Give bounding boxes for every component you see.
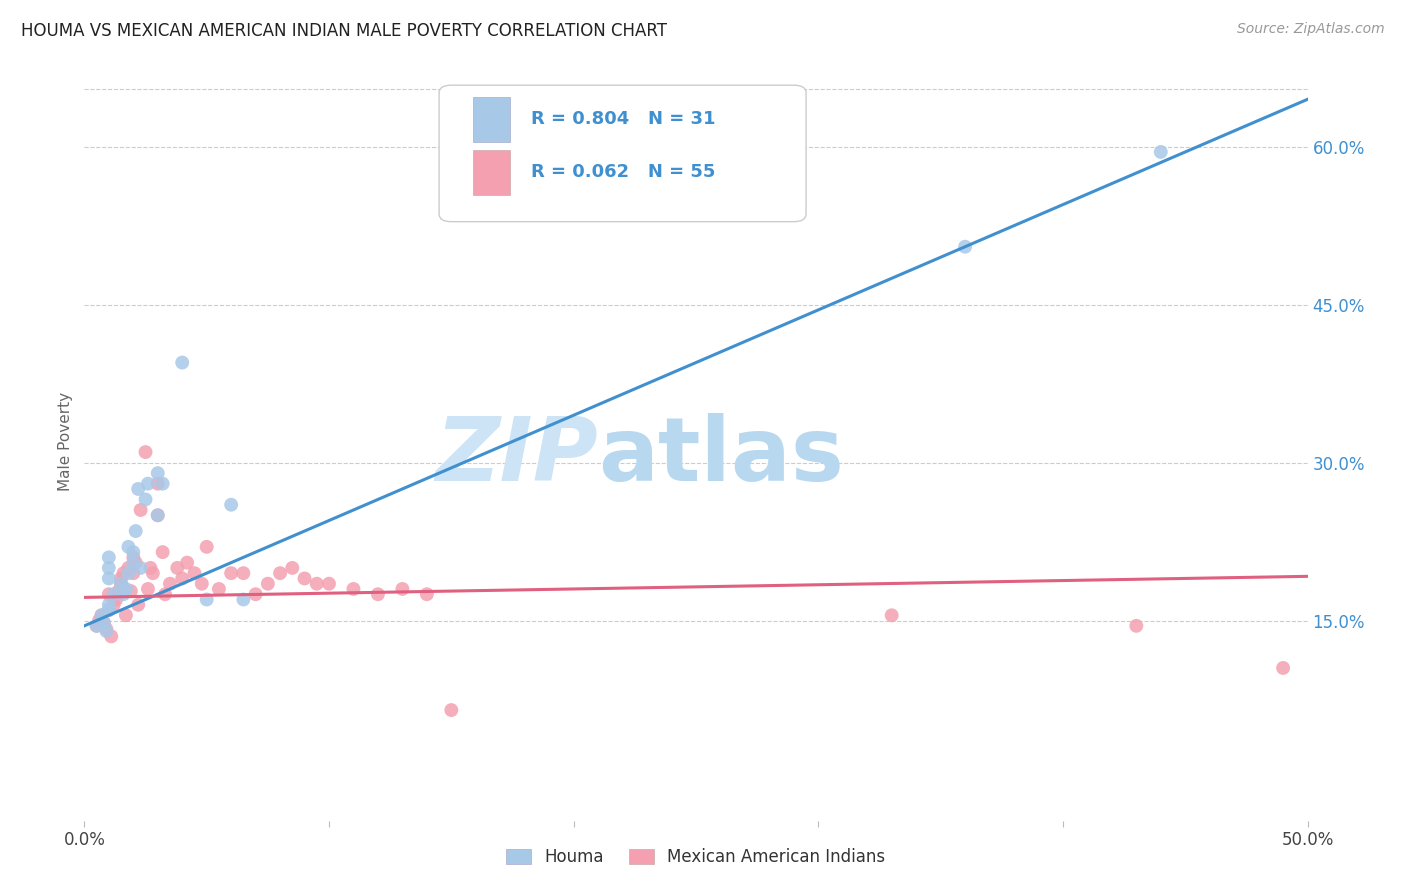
Text: R = 0.062   N = 55: R = 0.062 N = 55: [531, 163, 716, 181]
Point: [117, 561, 139, 575]
Point: [103, 587, 125, 601]
Point: [183, 566, 205, 581]
Point: [97, 603, 120, 617]
Point: [440, 703, 463, 717]
Point: [146, 508, 169, 523]
Point: [1150, 145, 1173, 159]
Point: [122, 545, 145, 559]
Point: [120, 584, 142, 599]
Point: [146, 476, 169, 491]
Point: [391, 582, 413, 596]
Bar: [474, 96, 510, 142]
Point: [146, 508, 169, 523]
Point: [97, 587, 120, 601]
Point: [172, 355, 194, 369]
Point: [953, 240, 976, 254]
Point: [122, 566, 145, 581]
Point: [105, 592, 128, 607]
Point: [342, 582, 364, 596]
Point: [1272, 661, 1295, 675]
Text: atlas: atlas: [598, 413, 844, 500]
Point: [90, 608, 112, 623]
Point: [1125, 619, 1147, 633]
Point: [136, 582, 159, 596]
Point: [86, 619, 108, 633]
Text: Source: ZipAtlas.com: Source: ZipAtlas.com: [1237, 22, 1385, 37]
Y-axis label: Male Poverty: Male Poverty: [58, 392, 73, 491]
Point: [159, 576, 181, 591]
Legend: Houma, Mexican American Indians: Houma, Mexican American Indians: [499, 842, 893, 873]
Point: [257, 576, 280, 591]
Point: [195, 592, 218, 607]
Bar: [474, 150, 510, 195]
Point: [416, 587, 439, 601]
Point: [152, 545, 174, 559]
Point: [96, 624, 118, 639]
Point: [97, 561, 120, 575]
Point: [97, 571, 120, 585]
Point: [125, 524, 148, 538]
Point: [127, 598, 149, 612]
Point: [232, 592, 254, 607]
Point: [90, 608, 112, 623]
Point: [176, 556, 198, 570]
Point: [245, 587, 267, 601]
Point: [318, 576, 340, 591]
Point: [135, 445, 157, 459]
Point: [107, 584, 129, 599]
Point: [117, 566, 139, 581]
Point: [117, 540, 139, 554]
Point: [142, 566, 165, 581]
Point: [195, 540, 218, 554]
Point: [153, 587, 176, 601]
Point: [93, 615, 115, 630]
Point: [97, 598, 120, 612]
Text: R = 0.804   N = 31: R = 0.804 N = 31: [531, 111, 716, 128]
FancyBboxPatch shape: [439, 85, 806, 222]
Point: [96, 622, 118, 636]
Point: [115, 582, 138, 596]
Point: [112, 587, 135, 601]
Point: [97, 603, 120, 617]
Point: [86, 619, 108, 633]
Point: [110, 576, 132, 591]
Point: [232, 566, 254, 581]
Point: [97, 550, 120, 565]
Point: [136, 476, 159, 491]
Point: [110, 571, 132, 585]
Point: [112, 566, 135, 581]
Point: [139, 561, 162, 575]
Point: [294, 571, 316, 585]
Point: [122, 550, 145, 565]
Point: [93, 615, 115, 630]
Point: [146, 466, 169, 480]
Point: [305, 576, 328, 591]
Point: [129, 503, 152, 517]
Text: HOUMA VS MEXICAN AMERICAN INDIAN MALE POVERTY CORRELATION CHART: HOUMA VS MEXICAN AMERICAN INDIAN MALE PO…: [21, 22, 666, 40]
Point: [87, 614, 110, 628]
Point: [208, 582, 231, 596]
Point: [135, 492, 157, 507]
Point: [880, 608, 903, 623]
Point: [115, 608, 138, 623]
Point: [125, 556, 148, 570]
Point: [219, 498, 242, 512]
Point: [152, 476, 174, 491]
Point: [110, 576, 132, 591]
Point: [191, 576, 214, 591]
Point: [269, 566, 291, 581]
Point: [281, 561, 304, 575]
Point: [172, 571, 194, 585]
Point: [367, 587, 389, 601]
Point: [122, 556, 145, 570]
Point: [129, 561, 152, 575]
Point: [219, 566, 242, 581]
Point: [103, 598, 125, 612]
Point: [100, 629, 122, 643]
Text: ZIP: ZIP: [436, 413, 598, 500]
Point: [127, 482, 149, 496]
Point: [166, 561, 188, 575]
